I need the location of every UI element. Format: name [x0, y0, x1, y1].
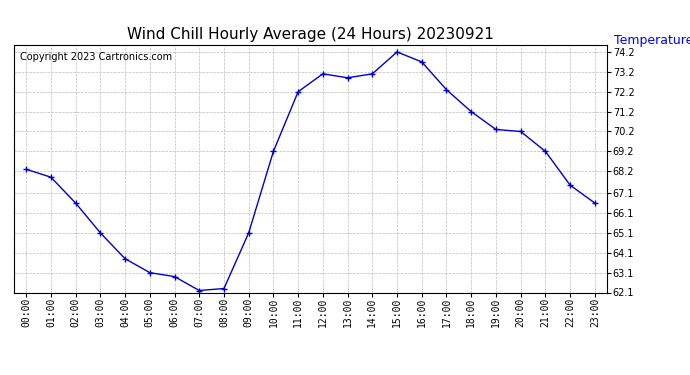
Text: Temperature (°F): Temperature (°F)	[614, 34, 690, 47]
Title: Wind Chill Hourly Average (24 Hours) 20230921: Wind Chill Hourly Average (24 Hours) 202…	[127, 27, 494, 42]
Text: Copyright 2023 Cartronics.com: Copyright 2023 Cartronics.com	[20, 53, 172, 62]
